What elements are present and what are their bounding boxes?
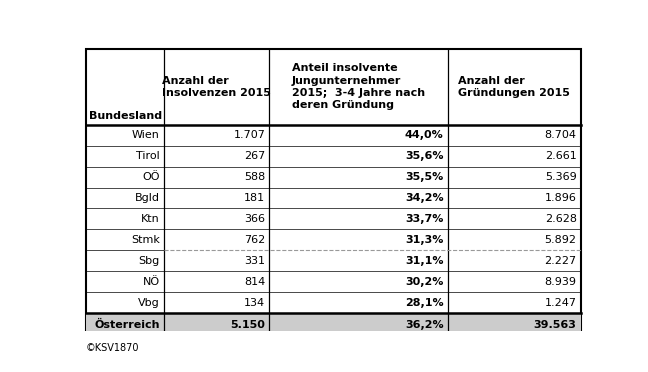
Text: Wien: Wien (132, 130, 160, 140)
Text: 31,1%: 31,1% (405, 256, 444, 266)
Text: 134: 134 (244, 298, 265, 308)
Text: 588: 588 (244, 172, 265, 182)
Text: 34,2%: 34,2% (405, 193, 444, 203)
Text: 762: 762 (244, 235, 265, 245)
Text: Vbg: Vbg (138, 298, 160, 308)
Text: 39.563: 39.563 (534, 320, 577, 330)
Text: 8.939: 8.939 (545, 277, 577, 287)
Text: 2.661: 2.661 (545, 151, 577, 161)
Text: 33,7%: 33,7% (405, 214, 444, 224)
Text: 5.892: 5.892 (545, 235, 577, 245)
Text: 331: 331 (244, 256, 265, 266)
Text: 2.227: 2.227 (544, 256, 577, 266)
Text: OÖ: OÖ (143, 172, 160, 182)
Text: 35,5%: 35,5% (406, 172, 444, 182)
Text: Tirol: Tirol (136, 151, 160, 161)
Text: Ktn: Ktn (141, 214, 160, 224)
Text: ©KSV1870: ©KSV1870 (86, 343, 139, 353)
Text: 1.707: 1.707 (233, 130, 265, 140)
Text: Bundesland: Bundesland (89, 111, 162, 121)
Text: Österreich: Österreich (95, 320, 160, 330)
Text: Sbg: Sbg (139, 256, 160, 266)
Text: Anzahl der
Insolvenzen 2015: Anzahl der Insolvenzen 2015 (162, 76, 271, 98)
Text: 5.150: 5.150 (231, 320, 265, 330)
Text: Anzahl der
Gründungen 2015: Anzahl der Gründungen 2015 (458, 76, 570, 98)
Text: 8.704: 8.704 (545, 130, 577, 140)
Text: 1.247: 1.247 (545, 298, 577, 308)
Text: Anteil insolvente
Jungunternehmer
2015;  3-4 Jahre nach
deren Gründung: Anteil insolvente Jungunternehmer 2015; … (292, 63, 425, 110)
Text: Stmk: Stmk (131, 235, 160, 245)
Text: NÖ: NÖ (143, 277, 160, 287)
Text: 30,2%: 30,2% (405, 277, 444, 287)
Bar (86, 313, 581, 337)
Text: 366: 366 (244, 214, 265, 224)
Text: 35,6%: 35,6% (405, 151, 444, 161)
Text: 28,1%: 28,1% (405, 298, 444, 308)
Text: 44,0%: 44,0% (405, 130, 444, 140)
Text: 267: 267 (244, 151, 265, 161)
Text: 5.369: 5.369 (545, 172, 577, 182)
Text: 1.896: 1.896 (545, 193, 577, 203)
Text: 2.628: 2.628 (545, 214, 577, 224)
Text: 31,3%: 31,3% (405, 235, 444, 245)
Text: 36,2%: 36,2% (405, 320, 444, 330)
Text: 181: 181 (244, 193, 265, 203)
Text: 814: 814 (244, 277, 265, 287)
Text: Bgld: Bgld (135, 193, 160, 203)
